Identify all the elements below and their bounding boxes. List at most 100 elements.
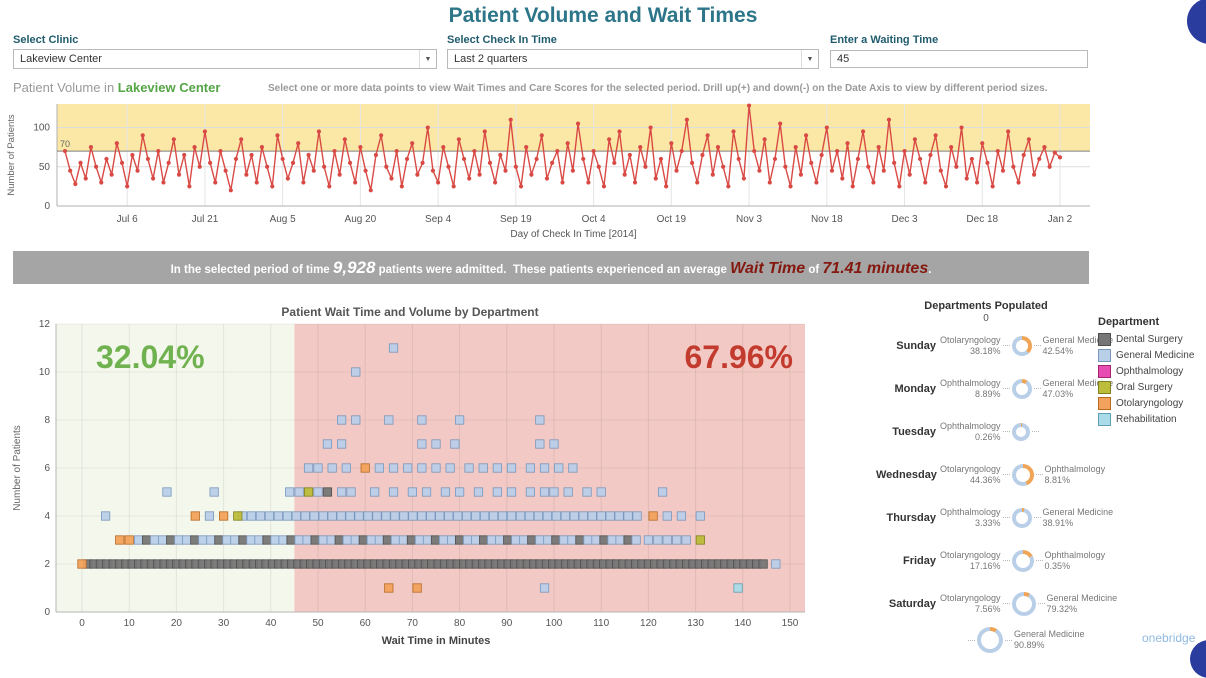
volume-data-point[interactable]: [218, 148, 223, 154]
scatter-mark-general-medicine[interactable]: [492, 487, 502, 497]
scatter-mark-general-medicine[interactable]: [596, 511, 606, 521]
volume-data-point[interactable]: [886, 117, 892, 122]
volume-data-point[interactable]: [772, 156, 778, 162]
volume-data-point[interactable]: [192, 145, 197, 150]
volume-data-point[interactable]: [99, 180, 104, 185]
volume-data-point[interactable]: [358, 145, 363, 150]
scatter-mark-dental-surgery[interactable]: [575, 535, 585, 545]
scatter-mark-general-medicine[interactable]: [414, 535, 425, 545]
volume-data-point[interactable]: [104, 156, 109, 162]
scatter-mark-general-medicine[interactable]: [254, 535, 264, 545]
scatter-mark-dental-surgery[interactable]: [382, 535, 392, 545]
department-donut[interactable]: [1011, 507, 1032, 528]
scatter-mark-general-medicine[interactable]: [101, 511, 111, 521]
scatter-mark-general-medicine[interactable]: [273, 511, 283, 521]
scatter-mark-general-medicine[interactable]: [492, 463, 502, 473]
volume-data-point[interactable]: [244, 172, 249, 177]
volume-data-point[interactable]: [648, 125, 653, 130]
scatter-mark-general-medicine[interactable]: [350, 535, 360, 545]
scatter-mark-otolaryngology[interactable]: [190, 511, 200, 521]
volume-data-point[interactable]: [700, 152, 705, 158]
scatter-mark-general-medicine[interactable]: [435, 511, 445, 521]
volume-data-point[interactable]: [342, 137, 347, 142]
scatter-mark-general-medicine[interactable]: [426, 511, 436, 521]
scatter-mark-general-medicine[interactable]: [390, 511, 400, 521]
scatter-mark-general-medicine[interactable]: [370, 487, 380, 497]
scatter-mark-dental-surgery[interactable]: [503, 535, 513, 545]
volume-data-point[interactable]: [803, 133, 809, 138]
volume-data-point[interactable]: [296, 141, 301, 146]
volume-data-point[interactable]: [917, 156, 923, 162]
scatter-mark-general-medicine[interactable]: [318, 511, 328, 521]
scatter-mark-general-medicine[interactable]: [453, 511, 463, 521]
volume-data-point[interactable]: [176, 172, 182, 177]
volume-data-point[interactable]: [596, 164, 601, 169]
scatter-mark-general-medicine[interactable]: [539, 583, 550, 593]
scatter-mark-general-medicine[interactable]: [246, 511, 257, 521]
volume-data-point[interactable]: [679, 148, 684, 154]
scatter-mark-general-medicine[interactable]: [270, 535, 280, 545]
volume-data-point[interactable]: [477, 172, 482, 177]
volume-data-point[interactable]: [565, 141, 570, 146]
scatter-mark-general-medicine[interactable]: [464, 463, 474, 473]
volume-data-point[interactable]: [560, 180, 565, 185]
scatter-mark-general-medicine[interactable]: [568, 463, 578, 473]
date-tick-label[interactable]: Jul 6: [117, 214, 139, 225]
scatter-mark-oral-surgery[interactable]: [695, 535, 705, 545]
scatter-mark-general-medicine[interactable]: [300, 511, 310, 521]
volume-data-point[interactable]: [664, 184, 669, 189]
volume-data-point[interactable]: [130, 152, 135, 158]
scatter-mark-general-medicine[interactable]: [399, 511, 409, 521]
volume-data-point[interactable]: [187, 184, 192, 189]
scatter-mark-general-medicine[interactable]: [417, 463, 427, 473]
scatter-mark-otolaryngology[interactable]: [124, 535, 134, 545]
scatter-mark-general-medicine[interactable]: [162, 487, 172, 497]
scatter-mark-general-medicine[interactable]: [662, 535, 672, 545]
scatter-mark-dental-surgery[interactable]: [430, 535, 441, 545]
volume-data-point[interactable]: [275, 133, 280, 138]
volume-data-point[interactable]: [840, 176, 845, 181]
volume-data-point[interactable]: [353, 180, 358, 185]
scatter-mark-general-medicine[interactable]: [771, 559, 781, 569]
scatter-mark-general-medicine[interactable]: [549, 439, 559, 449]
scatter-mark-oral-surgery[interactable]: [303, 487, 314, 497]
volume-data-point[interactable]: [145, 156, 151, 162]
volume-data-point[interactable]: [627, 152, 632, 158]
scatter-mark-dental-surgery[interactable]: [358, 535, 368, 545]
scatter-mark-general-medicine[interactable]: [264, 511, 274, 521]
volume-data-point[interactable]: [793, 145, 798, 150]
volume-data-point[interactable]: [669, 141, 674, 146]
scatter-mark-general-medicine[interactable]: [303, 463, 314, 473]
volume-data-point[interactable]: [62, 148, 68, 154]
scatter-mark-general-medicine[interactable]: [150, 535, 160, 545]
volume-data-point[interactable]: [213, 180, 218, 185]
scatter-mark-dental-surgery[interactable]: [454, 535, 465, 545]
scatter-mark-general-medicine[interactable]: [326, 535, 336, 545]
scatter-mark-otolaryngology[interactable]: [384, 583, 394, 593]
scatter-mark-general-medicine[interactable]: [511, 535, 521, 545]
scatter-mark-general-medicine[interactable]: [444, 511, 454, 521]
scatter-mark-dental-surgery[interactable]: [599, 535, 609, 545]
volume-data-point[interactable]: [591, 148, 596, 154]
scatter-mark-dental-surgery[interactable]: [322, 487, 333, 497]
scatter-mark-general-medicine[interactable]: [615, 535, 625, 545]
scatter-mark-otolaryngology[interactable]: [412, 583, 422, 593]
volume-data-point[interactable]: [809, 160, 814, 165]
scatter-mark-general-medicine[interactable]: [366, 535, 376, 545]
scatter-mark-general-medicine[interactable]: [607, 535, 617, 545]
volume-data-point[interactable]: [150, 176, 156, 181]
scatter-mark-general-medicine[interactable]: [322, 439, 333, 449]
scatter-mark-dental-surgery[interactable]: [238, 535, 248, 545]
volume-data-point[interactable]: [337, 172, 342, 177]
scatter-mark-otolaryngology[interactable]: [77, 559, 87, 569]
scatter-mark-general-medicine[interactable]: [515, 511, 526, 521]
volume-data-point[interactable]: [301, 180, 306, 185]
volume-data-point[interactable]: [643, 164, 648, 169]
volume-data-point[interactable]: [223, 168, 228, 173]
scatter-mark-general-medicine[interactable]: [388, 487, 399, 497]
scatter-mark-general-medicine[interactable]: [519, 535, 529, 545]
volume-data-point[interactable]: [73, 181, 78, 187]
volume-data-point[interactable]: [125, 184, 130, 189]
volume-data-point[interactable]: [757, 168, 762, 173]
scatter-mark-general-medicine[interactable]: [487, 535, 497, 545]
